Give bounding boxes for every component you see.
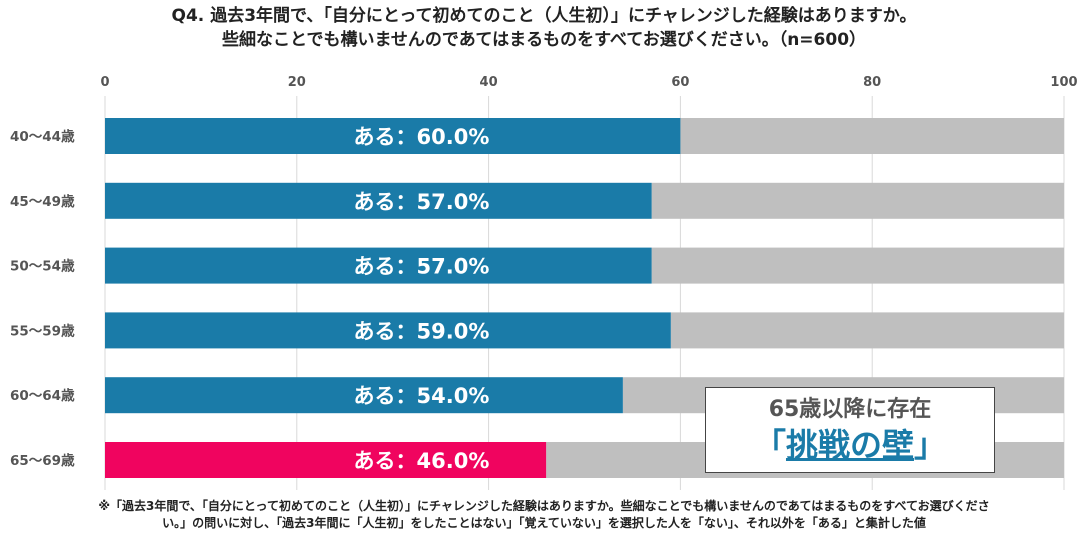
data-label: ある：57.0% <box>354 190 490 214</box>
x-tick-label: 100 <box>1050 75 1077 90</box>
bar-aru <box>105 442 547 478</box>
data-label: ある：54.0% <box>354 384 490 408</box>
category-label: 55〜59歳 <box>10 322 75 339</box>
category-label: 40〜44歳 <box>10 128 75 145</box>
bar-aru <box>105 182 652 219</box>
bar-remainder <box>651 182 1064 219</box>
category-label: 50〜54歳 <box>10 258 75 275</box>
category-label: 45〜49歳 <box>10 193 75 210</box>
chart-title: Q4. 過去3年間で、「自分にとって初めてのこと（人生初）」にチャレンジした経験… <box>0 4 1088 52</box>
data-label: ある：60.0% <box>354 125 490 149</box>
x-tick-label: 20 <box>288 75 306 90</box>
footnote-line-1: ※「過去3年間で、「自分にとって初めてのこと（人生初）」にチャレンジした経験はあ… <box>98 499 990 513</box>
x-tick-label: 60 <box>671 75 689 90</box>
bar-remainder <box>680 118 1064 154</box>
data-label: ある：59.0% <box>354 319 490 343</box>
footnote: ※「過去3年間で、「自分にとって初めてのこと（人生初）」にチャレンジした経験はあ… <box>0 498 1088 532</box>
bar-aru <box>105 247 652 284</box>
callout-headline: 「挑戦の壁」 <box>706 426 994 464</box>
bar-remainder <box>670 312 1064 349</box>
x-tick-label: 80 <box>863 75 881 90</box>
bar-aru <box>105 118 681 154</box>
data-label: ある：57.0% <box>354 255 490 279</box>
category-label: 60〜64歳 <box>10 387 75 404</box>
bar-aru <box>105 312 671 349</box>
data-label: ある：46.0% <box>354 449 490 473</box>
category-label: 65〜69歳 <box>10 452 75 469</box>
x-tick-label: 40 <box>480 75 498 90</box>
bar-remainder <box>651 247 1064 284</box>
challenge-wall-callout: 65歳以降に存在 「挑戦の壁」 <box>705 387 995 473</box>
title-line-1: Q4. 過去3年間で、「自分にとって初めてのこと（人生初）」にチャレンジした経験… <box>171 6 917 26</box>
bar-aru <box>105 377 623 414</box>
x-tick-label: 0 <box>100 75 109 90</box>
callout-subtitle: 65歳以降に存在 <box>768 397 932 422</box>
callout-bracket-open: 「 <box>753 426 786 464</box>
callout-bracket-close: 」 <box>914 426 947 464</box>
callout-emphasis: 挑戦の壁 <box>785 426 914 464</box>
footnote-line-2: い。」の問いに対し、「過去3年間に「人生初」をしたことはない」「覚えていない」を… <box>162 516 926 530</box>
title-line-2: 些細なことでも構いませんのであてはまるものをすべてお選びください。（n=600） <box>221 30 867 50</box>
